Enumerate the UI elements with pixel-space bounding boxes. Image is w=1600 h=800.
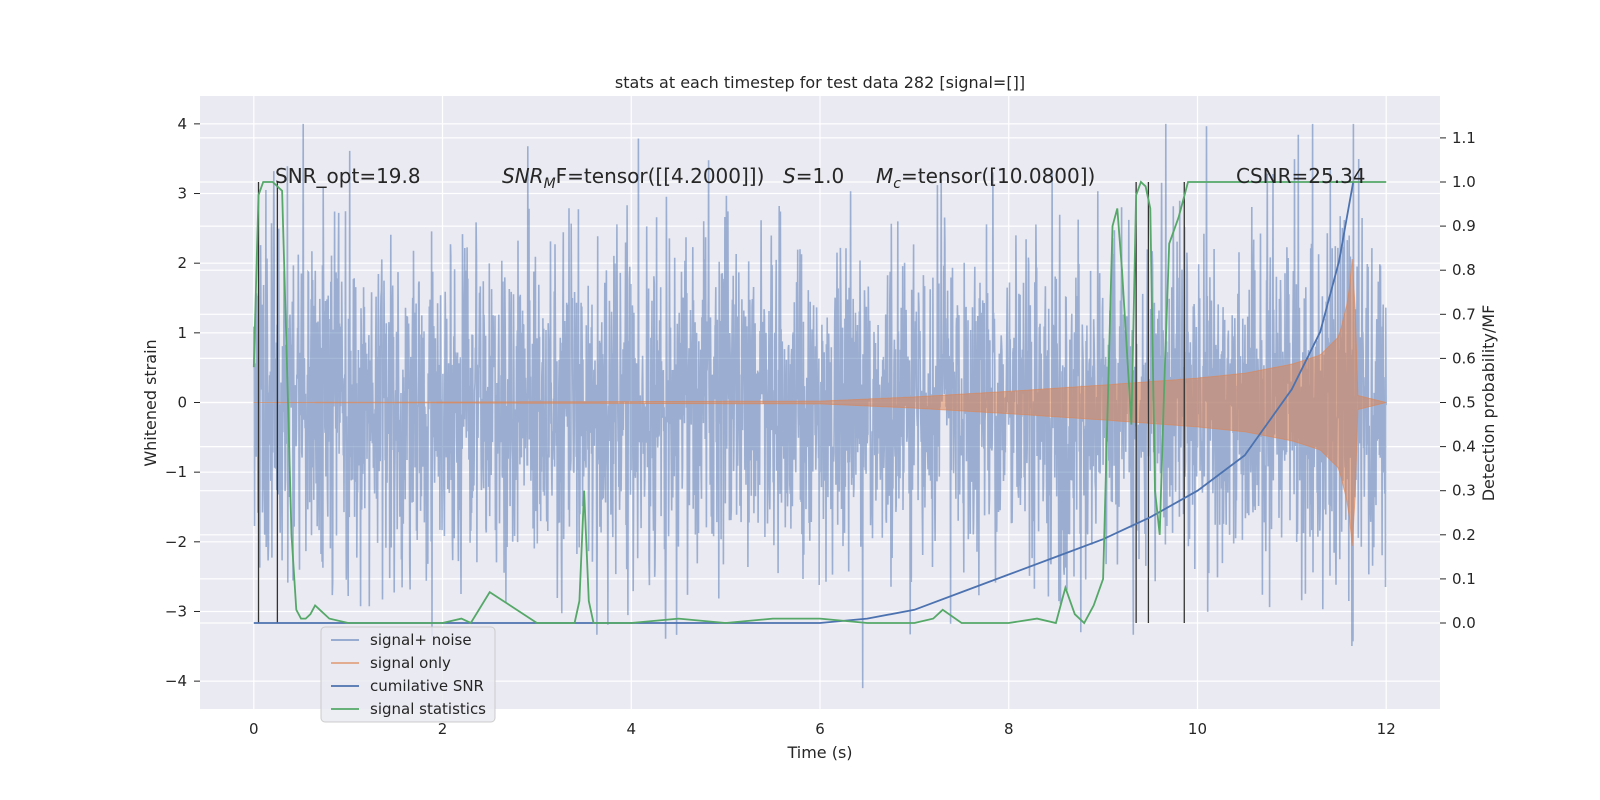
legend-box (320, 626, 496, 723)
annotation-s-value: =1.0 (796, 164, 845, 188)
y-tick-label-right: 0.4 (1452, 438, 1476, 456)
signal-only-band (253, 258, 1387, 547)
annotation-mc: Mc=tensor([10.0800]) (876, 164, 1095, 192)
x-tick-label: 4 (626, 720, 636, 738)
annotation-snr-mf: SNRMF=tensor([[4.2000]]) (502, 164, 764, 192)
y-tick-label-left: −2 (165, 533, 187, 551)
y-tick-label-right: 0.7 (1452, 305, 1476, 323)
legend-label-cumulative-snr: cumilative SNR (370, 677, 484, 695)
y-axis-label-right: Detection probability/MF (1479, 305, 1498, 502)
y-tick-label-right: 0.3 (1452, 482, 1476, 500)
legend: signal+ noise signal only cumilative SNR… (320, 626, 496, 723)
y-tick-label-right: 0.8 (1452, 261, 1476, 279)
annotation-snr-mf-symbol: SNR (502, 164, 544, 188)
y-tick-label-left: 1 (177, 324, 187, 342)
y-tick-label-left: 4 (177, 115, 187, 133)
vertical-markers (257, 181, 1185, 624)
y-tick-label-left: 2 (177, 254, 187, 272)
x-tick-label: 12 (1377, 720, 1396, 738)
annotation-snr-opt: SNR_opt=19.8 (275, 164, 421, 188)
y-axis-label-left: Whitened strain (141, 339, 160, 466)
y-tick-label-left: −1 (165, 463, 187, 481)
y-tick-label-left: −4 (165, 672, 187, 690)
y-tick-label-right: 0.1 (1452, 570, 1476, 588)
y-tick-label-right: 0.6 (1452, 349, 1476, 367)
x-tick-label: 6 (815, 720, 825, 738)
x-tick-label: 10 (1188, 720, 1207, 738)
signal-statistics-line (252, 180, 1387, 625)
annotation-snr-mf-value: F=tensor([[4.2000]]) (556, 164, 765, 188)
series-signal-only (253, 258, 1387, 547)
y-tick-label-left: 3 (177, 185, 187, 203)
tick-labels: 0 2 4 6 8 10 1243210−1−2−3−41.11.00.90.80.70.6… (165, 115, 1476, 738)
legend-label-signal-only: signal only (370, 654, 451, 672)
x-tick-label: 2 (438, 720, 448, 738)
signal-noise-line (253, 123, 1387, 689)
y-tick-label-left: 0 (177, 394, 187, 412)
annotation-mc-subscript: c (893, 176, 901, 192)
y-tick-label-right: 0.9 (1452, 217, 1476, 235)
series-cumulative-snr (253, 181, 1355, 624)
series-signal-statistics (252, 180, 1387, 625)
annotation-csnr: CSNR=25.34 (1236, 164, 1366, 188)
y-tick-label-right: 1.0 (1452, 173, 1476, 191)
chart-title: stats at each timestep for test data 282… (615, 73, 1025, 92)
y-tick-label-right: 0.2 (1452, 526, 1476, 544)
x-tick-label: 0 (249, 720, 259, 738)
x-axis-label: Time (s) (786, 743, 852, 762)
annotation-mc-value: =tensor([10.0800]) (901, 164, 1095, 188)
legend-label-signal-noise: signal+ noise (370, 631, 472, 649)
y-tick-label-right: 1.1 (1452, 129, 1476, 147)
annotation-snr-mf-subscript: M (544, 176, 556, 192)
annotation-mc-symbol: M (876, 164, 893, 188)
cumulative-snr-line (253, 181, 1355, 624)
x-tick-label: 8 (1004, 720, 1014, 738)
annotation-s-symbol: S (783, 164, 796, 188)
series-signal-noise (253, 123, 1387, 689)
legend-label-signal-statistics: signal statistics (370, 700, 486, 718)
y-tick-label-right: 0.0 (1452, 614, 1476, 632)
y-tick-label-left: −3 (165, 602, 187, 620)
y-tick-label-right: 0.5 (1452, 394, 1476, 412)
annotation-s: S=1.0 (783, 164, 844, 188)
